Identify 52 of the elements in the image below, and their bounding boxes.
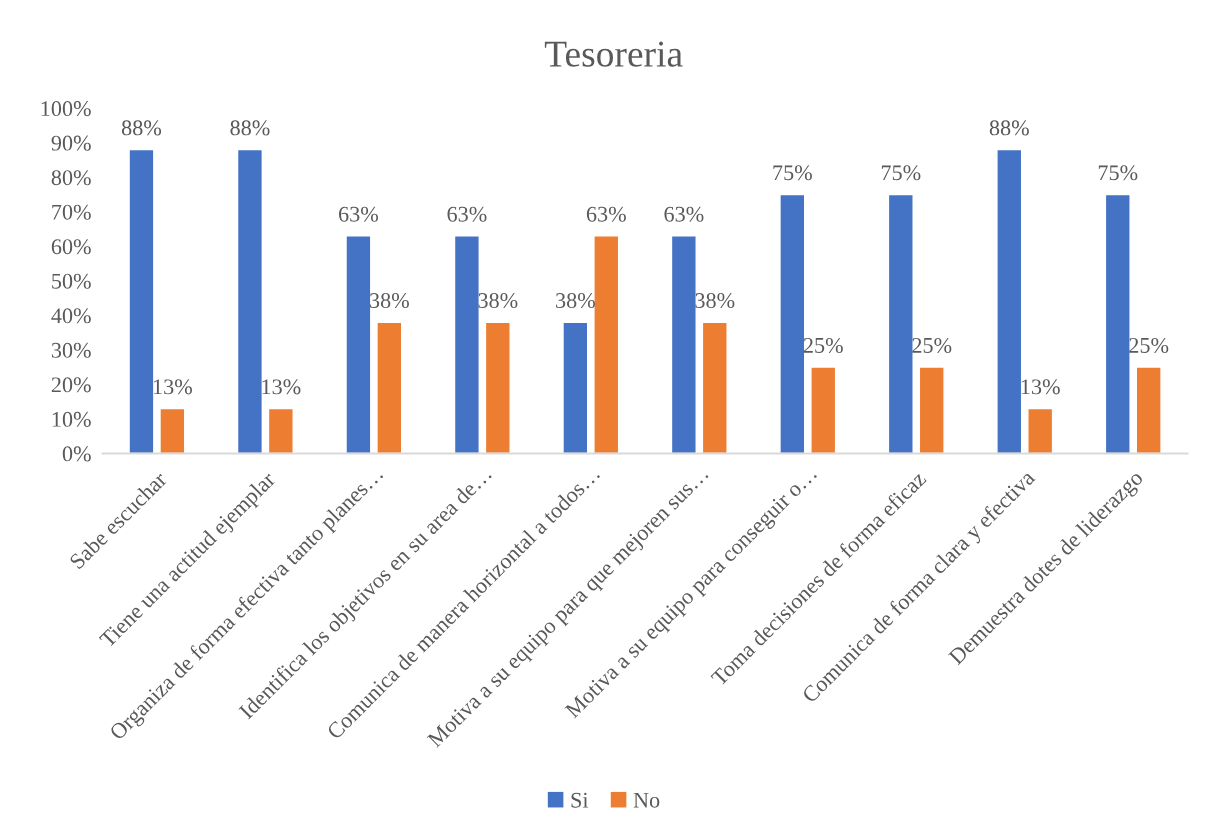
- bar: [376, 321, 403, 454]
- bar: [484, 321, 511, 454]
- bar: [918, 366, 945, 454]
- bar: [779, 193, 806, 454]
- data-label: 75%: [773, 165, 812, 181]
- y-tick-label: 100%: [41, 101, 91, 117]
- bar: [128, 148, 155, 454]
- y-tick-label: 0%: [62, 446, 91, 462]
- bar: [1027, 407, 1054, 454]
- data-label: 63%: [664, 206, 704, 222]
- y-tick-label: 10%: [52, 411, 91, 427]
- data-label: 25%: [912, 337, 952, 353]
- data-label: 25%: [1129, 337, 1169, 353]
- data-label: 88%: [989, 120, 1029, 136]
- bar: [236, 148, 264, 454]
- bar: [562, 321, 589, 454]
- bar: [810, 366, 837, 454]
- bar: [887, 193, 914, 454]
- data-label: 75%: [1098, 165, 1138, 181]
- data-label: 63%: [339, 206, 379, 222]
- bar: [1104, 193, 1131, 454]
- data-label: 75%: [881, 165, 921, 181]
- legend-label: No: [633, 792, 660, 808]
- bar: [593, 235, 620, 454]
- data-label: 63%: [586, 206, 626, 222]
- data-label: 63%: [447, 206, 487, 222]
- y-tick-label: 90%: [51, 135, 91, 151]
- data-label: 13%: [262, 379, 301, 395]
- bar: [345, 235, 372, 454]
- y-tick-label: 40%: [51, 308, 91, 324]
- legend-label: Si: [571, 792, 589, 808]
- y-tick-label: 50%: [52, 273, 91, 289]
- chart-title: Tesoreria: [544, 41, 683, 67]
- y-tick-label: 80%: [51, 170, 91, 186]
- bar: [267, 407, 294, 454]
- y-tick-label: 70%: [52, 204, 91, 220]
- data-label: 13%: [153, 379, 192, 395]
- bar: [1135, 366, 1162, 454]
- bar: [996, 148, 1023, 454]
- bar: [701, 321, 728, 454]
- bar: [670, 235, 697, 454]
- data-label: 88%: [121, 120, 162, 136]
- data-label: 25%: [803, 337, 843, 353]
- data-label: 38%: [556, 293, 595, 309]
- y-tick-label: 60%: [51, 239, 91, 255]
- data-label: 38%: [370, 293, 409, 309]
- bar: [159, 407, 186, 454]
- y-tick-label: 20%: [51, 377, 91, 393]
- data-label: 13%: [1021, 379, 1060, 395]
- y-tick-label: 30%: [51, 342, 91, 358]
- bar: [453, 235, 480, 454]
- data-label: 88%: [230, 120, 270, 136]
